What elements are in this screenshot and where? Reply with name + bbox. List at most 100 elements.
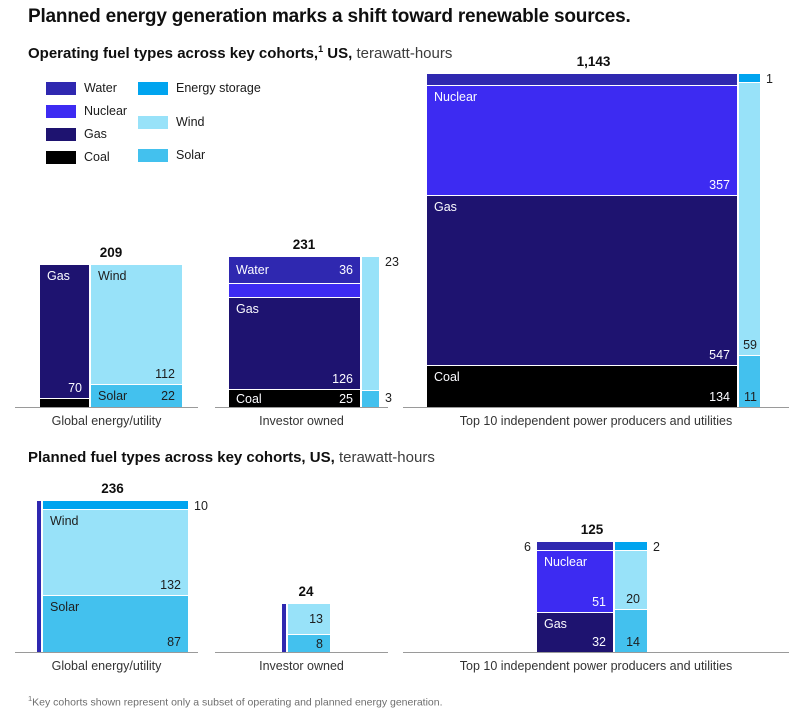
segment-labels-coal: Coal 25: [229, 390, 360, 407]
segment-solar: 8: [288, 634, 330, 652]
segment-value-nuclear: 51: [592, 595, 606, 609]
axis-line-planned-top10: [403, 652, 789, 653]
axis-label-operating-top10: Top 10 independent power producers and u…: [459, 414, 733, 428]
total-label-operating-global: 209: [99, 245, 123, 260]
legend-swatch-gas: [46, 128, 76, 141]
axis-label-planned-top10: Top 10 independent power producers and u…: [459, 659, 733, 673]
segment-value-wind: 20: [626, 592, 640, 606]
outside-value-energy-storage: 2: [653, 540, 660, 554]
axis-line-planned-investor: [215, 652, 388, 653]
segment-water: [427, 74, 737, 85]
axis-label-planned-investor: Investor owned: [259, 659, 344, 673]
segment-name-solar: Solar: [98, 389, 128, 403]
segment-name-gas: Gas: [236, 302, 259, 316]
segment-value-water: 36: [339, 263, 353, 277]
segment-wind: Wind 132: [43, 509, 188, 595]
column-0: [282, 604, 286, 652]
segment-value-gas: 126: [332, 372, 353, 386]
axis-label-operating-global: Global energy/utility: [51, 414, 162, 428]
segment-wind: [362, 257, 379, 390]
legend-swatch-nuclear: [46, 105, 76, 118]
segment-value-coal: 25: [339, 391, 353, 406]
segment-water: [537, 542, 613, 550]
segment-solar: 14: [615, 609, 647, 652]
segment-nuclear: [229, 283, 360, 297]
column-0: Nuclear 357 Gas 547 Coal 134: [427, 74, 737, 407]
segment-name-gas: Gas: [434, 200, 457, 214]
column-1: 59 11: [739, 74, 760, 407]
chart-planned-investor: 13 8: [282, 604, 330, 652]
outside-value-energy-storage: 1: [766, 72, 773, 86]
segment-name-nuclear: Nuclear: [544, 555, 588, 569]
legend-label-solar: Solar: [176, 148, 206, 162]
segment-energy-storage: [43, 501, 188, 509]
axis-line-planned-global: [15, 652, 198, 653]
segment-wind: Wind 112: [91, 265, 182, 384]
segment-wind: 59: [739, 82, 760, 355]
segment-name-wind: Wind: [50, 514, 79, 528]
segment-energy-storage: [739, 74, 760, 82]
segment-value-wind: 13: [309, 612, 323, 626]
total-label-planned-global: 236: [101, 481, 124, 496]
outside-value-solar: 3: [385, 391, 392, 405]
legend-label-gas: Gas: [84, 127, 107, 141]
planned-heading-bold: Planned fuel types across key cohorts, U…: [28, 449, 335, 466]
axis-label-operating-investor: Investor owned: [259, 414, 344, 428]
page-title: Planned energy generation marks a shift …: [28, 6, 631, 27]
segment-name-water: Water: [236, 263, 269, 277]
segment-solar: [362, 390, 379, 407]
segment-solar: Solar 87: [43, 595, 188, 652]
operating-heading-bold: Operating fuel types across key cohorts,: [28, 45, 319, 62]
footnote-sup: 1: [28, 694, 33, 703]
segment-labels-solar: Solar 22: [91, 385, 182, 407]
outside-value-water: 6: [524, 540, 531, 554]
segment-name-gas: Gas: [47, 269, 70, 283]
segment-name-wind: Wind: [98, 269, 127, 283]
total-label-operating-top10: 1,143: [576, 54, 611, 69]
axis-label-planned-global: Global energy/utility: [51, 659, 162, 673]
segment-nuclear: Nuclear 51: [537, 550, 613, 612]
segment-name-nuclear: Nuclear: [434, 90, 478, 104]
segment-name-coal: Coal: [434, 370, 460, 384]
chart-planned-top10: Nuclear 51 Gas 32 6 20 14 2: [524, 540, 660, 652]
segment-labels-solar: 8: [288, 635, 330, 652]
legend-swatch-water: [46, 82, 76, 95]
segment-gas: Gas 70: [40, 265, 89, 398]
segment-value-gas: 70: [68, 381, 82, 395]
segment-value-solar: 8: [316, 636, 323, 651]
segment-solar: 11: [739, 355, 760, 407]
segment-value-nuclear: 357: [709, 178, 730, 192]
total-label-planned-top10: 125: [580, 522, 604, 537]
segment-value-wind: 112: [155, 367, 175, 381]
segment-water: [37, 501, 41, 652]
segment-coal: Coal 25: [229, 389, 360, 407]
segment-name-solar: Solar: [50, 600, 80, 614]
total-label-operating-investor: 231: [292, 237, 316, 252]
operating-section-title: Operating fuel types across key cohorts,…: [28, 44, 452, 62]
segment-water: Water 36: [229, 257, 360, 283]
segment-energy-storage: [615, 542, 647, 550]
operating-heading-unit: terawatt-hours: [352, 45, 453, 62]
segment-labels-water: Water 36: [229, 257, 360, 283]
segment-nuclear: Nuclear 357: [427, 85, 737, 195]
column-1: 20 14: [615, 542, 647, 652]
axis-line-operating-global: [15, 407, 198, 408]
legend-label-nuclear: Nuclear: [84, 104, 128, 118]
segment-coal: [40, 398, 89, 407]
segment-labels-wind: 13: [288, 604, 330, 634]
segment-water: [282, 604, 286, 652]
footnote-marker: 1: [318, 44, 324, 54]
legend-swatch-energy-storage: [138, 82, 168, 95]
chart-operating-investor: Water 36 Gas 126 Coal 25 23 3: [229, 255, 399, 407]
column-1: Wind 132 Solar 87: [43, 501, 188, 652]
segment-value-wind: 132: [160, 578, 181, 592]
column-0: Nuclear 51 Gas 32: [537, 542, 613, 652]
column-1: Wind 112 Solar 22: [91, 265, 182, 407]
segment-value-gas: 32: [592, 635, 606, 649]
column-0: Gas 70: [40, 265, 89, 407]
segment-value-gas: 547: [709, 348, 730, 362]
segment-gas: Gas 547: [427, 195, 737, 365]
segment-solar: Solar 22: [91, 384, 182, 407]
total-label-planned-investor: 24: [298, 584, 314, 599]
